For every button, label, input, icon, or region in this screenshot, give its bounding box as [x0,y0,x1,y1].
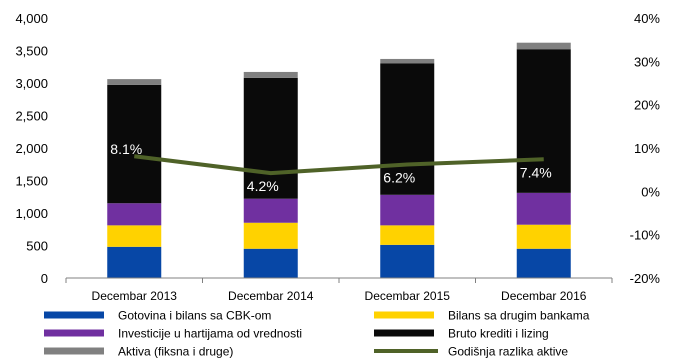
bar-segment-1 [516,248,571,278]
stacked-bars [107,42,571,278]
y-left-tick-label: 2,500 [15,109,48,124]
y-right-tick-label: 30% [634,54,660,69]
bar-segment-1 [380,244,435,278]
legend-label: Investicije u hartijama od vrednosti [118,327,302,341]
y-right-tick-label: 0% [641,184,660,199]
bar-segment-4 [243,77,298,199]
y-left-tick-label: 1,500 [15,174,48,189]
x-category-label: Decembar 2015 [365,289,451,303]
bar-segment-3 [380,194,435,226]
y-right-axis-ticks: -20% -10% 0% 10% 20% 30% 40% [630,11,661,286]
bar-segment-2 [107,225,162,247]
bar-segment-4 [516,49,571,193]
legend-label: Godišnja razlika aktive [448,345,568,359]
y-left-tick-label: 0 [41,271,48,286]
y-right-tick-label: -20% [630,271,661,286]
y-left-tick-label: 500 [26,239,48,254]
bar-segment-4 [107,84,162,204]
legend-swatch [44,347,104,355]
legend: Gotovina i bilans sa CBK-om Bilans sa dru… [44,309,590,359]
bar-segment-4 [380,63,435,195]
growth-line [134,154,544,176]
y-left-tick-label: 3,500 [15,44,48,59]
bar-segment-5 [107,79,162,85]
growth-data-label: 8.1% [110,141,142,157]
y-right-tick-label: -10% [630,228,661,243]
bar-segment-5 [516,42,571,50]
bar-segment-2 [380,225,435,245]
legend-swatch [44,329,104,337]
bar-segment-3 [243,198,298,223]
y-left-axis-ticks: 0 500 1,000 1,500 2,000 2,500 3,000 3,500 4,000 [15,11,48,286]
x-category-label: Decembar 2013 [92,289,178,303]
bar-segment-3 [516,192,571,225]
bar-segment-2 [243,222,298,249]
legend-label: Bruto krediti i lizing [448,327,549,341]
bar-segment-1 [107,246,162,278]
growth-data-label: 4.2% [247,178,279,194]
legend-swatch [374,329,434,337]
growth-data-label: 7.4% [520,164,552,180]
legend-label: Gotovina i bilans sa CBK-om [118,309,271,323]
legend-swatch [374,311,434,319]
legend-label: Aktiva (fiksna i druge) [118,345,233,359]
y-left-tick-label: 1,000 [15,206,48,221]
y-left-tick-label: 4,000 [15,11,48,26]
growth-data-label: 6.2% [383,169,415,185]
y-right-tick-label: 40% [634,11,660,26]
y-left-tick-label: 2,000 [15,141,48,156]
y-left-tick-label: 3,000 [15,76,48,91]
bar-segment-5 [380,58,435,64]
legend-label: Bilans sa drugim bankama [448,309,590,323]
x-category-label: Decembar 2014 [228,289,314,303]
bar-segment-5 [243,71,298,78]
bar-segment-3 [107,203,162,226]
legend-swatch [44,311,104,319]
x-axis-ticks: Decembar 2013 Decembar 2014 Decembar 2015 D… [65,278,613,303]
bar-segment-1 [243,248,298,278]
y-right-tick-label: 10% [634,141,660,156]
growth-line-layer: 8.1% 4.2% 6.2% 7.4% [110,141,551,194]
y-right-tick-label: 20% [634,98,660,113]
bar-segment-2 [516,224,571,249]
x-category-label: Decembar 2016 [501,289,587,303]
